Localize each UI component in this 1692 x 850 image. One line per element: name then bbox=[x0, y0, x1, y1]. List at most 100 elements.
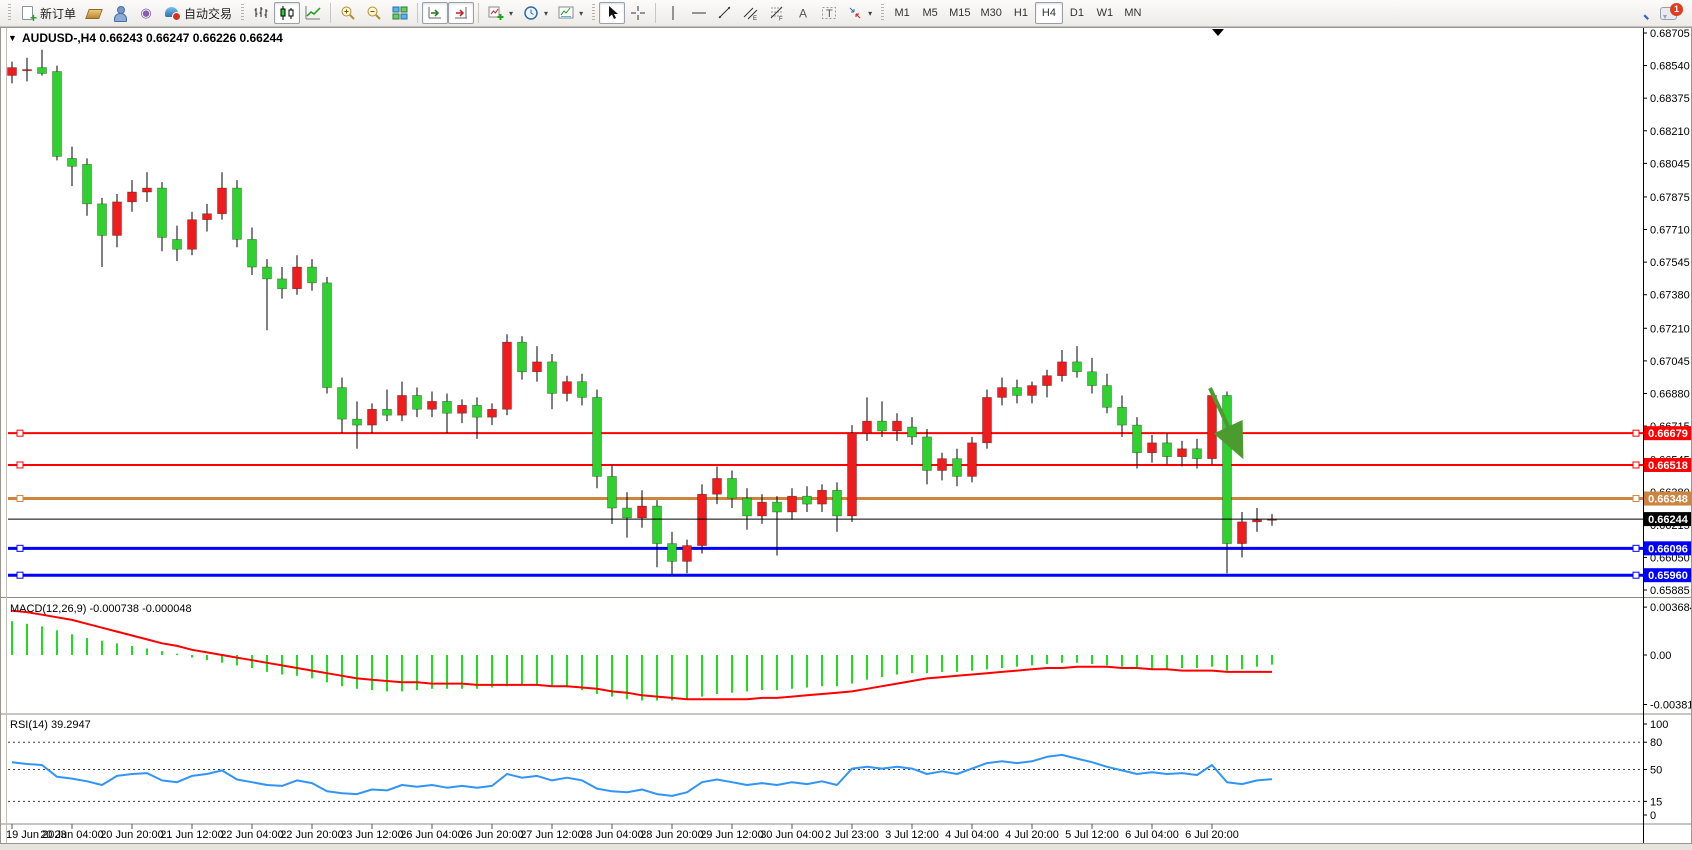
crosshair-button[interactable] bbox=[625, 2, 651, 24]
price-axis-label: 0.67210 bbox=[1650, 323, 1690, 335]
candle bbox=[412, 395, 422, 410]
timeframe-m15-button[interactable]: M15 bbox=[944, 2, 975, 24]
timeframe-m30-button[interactable]: M30 bbox=[976, 2, 1007, 24]
timeframe-h4-button[interactable]: H4 bbox=[1034, 2, 1063, 24]
tile-windows-button[interactable] bbox=[387, 2, 413, 24]
candle bbox=[367, 408, 377, 426]
chart-symbol-title: AUDUSD-,H4 0.66243 0.66247 0.66226 0.662… bbox=[22, 31, 283, 45]
trend-arrow-annotation[interactable] bbox=[1208, 387, 1244, 460]
trendline-button[interactable] bbox=[712, 2, 738, 24]
signals-button[interactable]: ◉ bbox=[133, 2, 159, 24]
price-axis-label: 0.68045 bbox=[1650, 158, 1690, 170]
date-axis-label: 28 Jun 04:00 bbox=[580, 829, 644, 841]
candle bbox=[967, 442, 977, 477]
line-anchor[interactable] bbox=[1632, 571, 1640, 579]
timeframe-w1-button[interactable]: W1 bbox=[1091, 2, 1119, 24]
candle bbox=[337, 387, 347, 420]
chart-shift-marker[interactable] bbox=[1212, 29, 1224, 36]
horizontal-line-button[interactable] bbox=[686, 2, 712, 24]
toolbar-grip[interactable] bbox=[592, 4, 596, 22]
line-anchor[interactable] bbox=[16, 571, 24, 579]
price-axis-label: 0.66880 bbox=[1650, 388, 1690, 400]
candle bbox=[787, 495, 797, 513]
candle bbox=[7, 67, 17, 76]
cursor-button[interactable] bbox=[599, 2, 626, 24]
new-order-icon: + bbox=[20, 5, 37, 24]
timeframe-m5-button[interactable]: M5 bbox=[916, 2, 944, 24]
timeframe-m1-button[interactable]: M1 bbox=[888, 2, 916, 24]
line-chart-icon bbox=[305, 6, 321, 20]
candle bbox=[832, 489, 842, 517]
date-axis-label: 22 Jun 04:00 bbox=[220, 829, 284, 841]
line-anchor[interactable] bbox=[1632, 544, 1640, 552]
rsi-axis-label: 80 bbox=[1650, 737, 1662, 749]
text-button[interactable]: A bbox=[790, 2, 816, 24]
chart-shift-button[interactable] bbox=[448, 2, 475, 24]
new-order-button[interactable]: + 新订单 bbox=[15, 2, 81, 24]
expert-advisors-button[interactable] bbox=[107, 2, 133, 24]
candle bbox=[277, 278, 287, 290]
arrows-button[interactable]: ▾ bbox=[842, 2, 877, 24]
candle bbox=[1207, 395, 1217, 459]
zoom-out-icon bbox=[367, 6, 381, 20]
toolbar-grip[interactable] bbox=[8, 4, 11, 22]
candle bbox=[772, 501, 782, 513]
toolbar-grip[interactable] bbox=[241, 4, 245, 22]
line-anchor[interactable] bbox=[16, 544, 24, 552]
collapse-arrow-icon[interactable]: ▼ bbox=[8, 33, 17, 43]
date-axis-label: 20 Jun 20:00 bbox=[100, 829, 164, 841]
candle bbox=[742, 497, 752, 517]
price-axis-label: 0.66050 bbox=[1650, 552, 1690, 564]
notifications-button[interactable]: 1 bbox=[1655, 2, 1683, 24]
candle bbox=[952, 458, 962, 477]
candle bbox=[1237, 521, 1247, 544]
line-anchor[interactable] bbox=[16, 429, 24, 437]
candle bbox=[907, 426, 917, 438]
candle bbox=[397, 395, 407, 416]
line-chart-button[interactable] bbox=[300, 2, 326, 24]
bar-chart-button[interactable] bbox=[248, 2, 274, 24]
templates-button[interactable]: ▾ bbox=[553, 2, 588, 24]
price-tag-label: 0.66244 bbox=[1648, 514, 1689, 526]
candle bbox=[472, 405, 482, 418]
price-tag-label: 0.66348 bbox=[1648, 494, 1688, 506]
svg-text:E: E bbox=[753, 16, 757, 21]
zoom-out-button[interactable] bbox=[361, 2, 387, 24]
rsi-axis-label: 0 bbox=[1650, 810, 1656, 822]
price-tag-label: 0.66679 bbox=[1648, 428, 1688, 440]
line-anchor[interactable] bbox=[16, 495, 24, 503]
candle bbox=[517, 341, 527, 373]
price-axis-label: 0.67875 bbox=[1650, 192, 1690, 204]
eraser-button[interactable] bbox=[81, 2, 107, 24]
text-label-button[interactable]: T bbox=[816, 2, 842, 24]
timeframe-h1-button[interactable]: H1 bbox=[1007, 2, 1035, 24]
search-button[interactable] bbox=[1629, 2, 1655, 24]
auto-scroll-button[interactable] bbox=[422, 2, 449, 24]
zoom-in-icon bbox=[341, 6, 355, 20]
candle bbox=[232, 187, 242, 240]
timeframe-d1-button[interactable]: D1 bbox=[1063, 2, 1091, 24]
fibonacci-button[interactable]: F bbox=[764, 2, 790, 24]
candle bbox=[52, 71, 62, 157]
indicators-button[interactable]: ▾ bbox=[483, 2, 518, 24]
timeframe-mn-button[interactable]: MN bbox=[1119, 2, 1147, 24]
candle bbox=[892, 420, 902, 432]
line-anchor[interactable] bbox=[1632, 429, 1640, 437]
auto-trading-button[interactable]: 自动交易 bbox=[159, 2, 237, 24]
line-anchor[interactable] bbox=[1632, 495, 1640, 503]
periods-button[interactable]: ▾ bbox=[518, 2, 553, 24]
candle bbox=[622, 507, 632, 519]
toolbar-grip[interactable] bbox=[881, 4, 885, 22]
bar-chart-icon bbox=[254, 7, 268, 18]
equidistant-channel-button[interactable]: E bbox=[738, 2, 764, 24]
price-tag-label: 0.66096 bbox=[1648, 543, 1688, 555]
line-anchor[interactable] bbox=[16, 461, 24, 469]
svg-text:T: T bbox=[826, 8, 833, 20]
date-axis-label: 22 Jun 20:00 bbox=[280, 829, 344, 841]
price-tag bbox=[1644, 457, 1691, 472]
line-anchor[interactable] bbox=[1632, 461, 1640, 469]
zoom-in-button[interactable] bbox=[335, 2, 361, 24]
vertical-line-button[interactable] bbox=[660, 2, 686, 24]
candle bbox=[817, 489, 827, 505]
candlestick-chart-button[interactable] bbox=[274, 2, 301, 24]
